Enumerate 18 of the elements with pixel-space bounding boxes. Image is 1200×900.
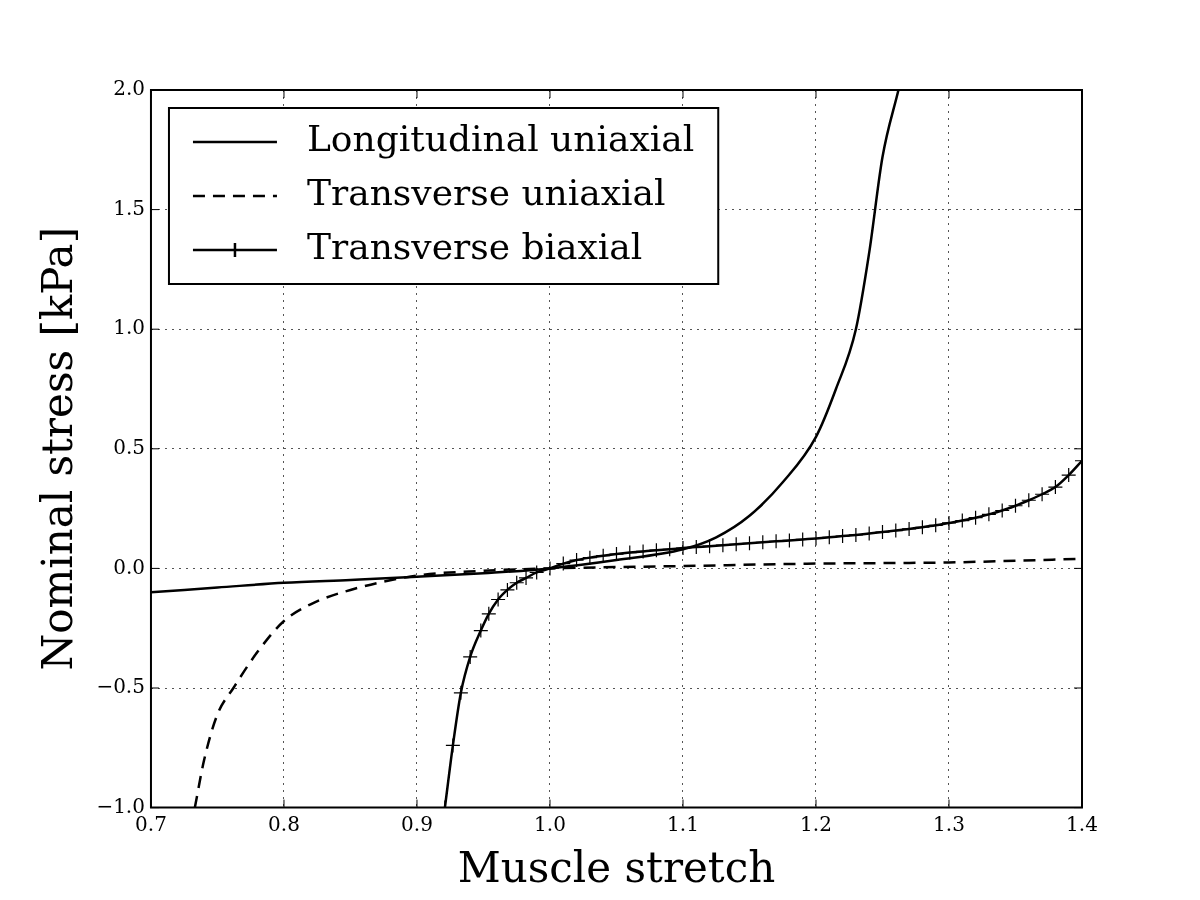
y-axis-title: Nominal stress [kPa] <box>33 226 83 671</box>
x-tick-label: 1.2 <box>800 811 832 836</box>
x-axis-title: Muscle stretch <box>457 842 776 892</box>
x-tick-label: 0.9 <box>401 811 433 836</box>
x-tick-label: 0.8 <box>268 811 300 836</box>
x-tick-label: 1.4 <box>1066 811 1098 836</box>
y-tick-label: 0.5 <box>113 435 145 459</box>
legend-label: Longitudinal uniaxial <box>306 118 695 160</box>
y-tick-label: 2.0 <box>113 76 145 101</box>
y-tick-label: 1.0 <box>113 315 145 340</box>
y-tick-label: −0.5 <box>96 674 145 699</box>
legend-label: Transverse biaxial <box>306 226 643 268</box>
legend-label: Transverse uniaxial <box>306 172 666 214</box>
x-tick-label: 1.3 <box>933 811 965 836</box>
x-tick-label: 1.1 <box>667 811 699 836</box>
y-tick-label: 0.0 <box>113 554 145 579</box>
y-tick-label: 1.5 <box>113 195 145 220</box>
x-tick-label: 1.0 <box>534 811 566 836</box>
